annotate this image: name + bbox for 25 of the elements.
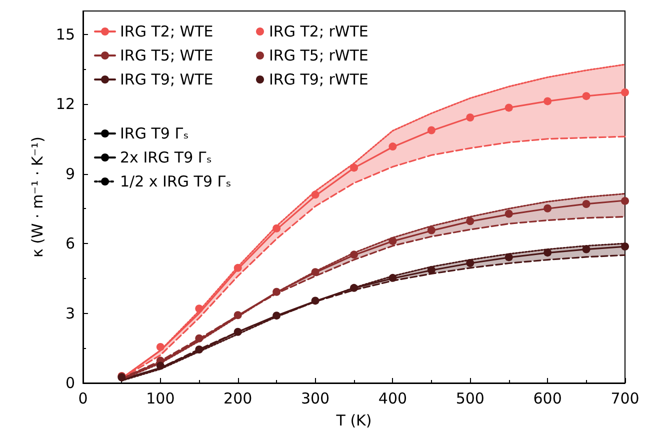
y-tick-label: 6 [65, 234, 75, 252]
legend-label: IRG T2; WTE [120, 22, 214, 40]
legend-label: IRG T5; rWTE [269, 46, 368, 64]
legend-label: IRG T2; rWTE [269, 22, 368, 40]
x-tick-label: 700 [610, 390, 640, 408]
x-tick-label: 100 [146, 390, 175, 408]
x-tick-label: 400 [378, 390, 408, 408]
legend-label: 2x IRG T9 Γₛ [120, 148, 212, 166]
x-axis-title: T (K) [335, 412, 372, 430]
x-tick-label: 500 [456, 390, 484, 408]
x-tick-label: 300 [300, 390, 330, 408]
x-tick-label: 200 [224, 390, 252, 408]
y-axis-title: κ (W · m⁻¹ · K⁻¹) [28, 136, 46, 258]
legend-label: IRG T9 Γₛ [120, 124, 189, 142]
y-tick-label: 3 [65, 304, 75, 322]
legend-label: IRG T9; rWTE [269, 70, 368, 88]
y-tick-label: 12 [56, 95, 75, 113]
y-tick-label: 15 [56, 25, 75, 44]
legend-label: 1/2 x IRG T9 Γₛ [120, 172, 232, 190]
x-tick-label: 600 [533, 390, 562, 408]
legend-label: IRG T9; WTE [120, 70, 214, 88]
y-tick-label: 0 [65, 374, 75, 392]
y-tick-label: 9 [65, 164, 75, 183]
x-tick-label: 0 [78, 390, 88, 408]
legend-label: IRG T5; WTE [120, 46, 214, 64]
